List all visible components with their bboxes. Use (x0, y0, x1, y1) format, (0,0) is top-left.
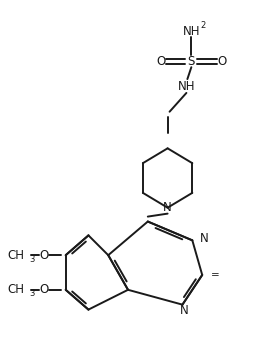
Text: O: O (156, 55, 165, 68)
Text: S: S (188, 55, 195, 68)
Text: N: N (180, 304, 189, 317)
Text: CH: CH (7, 249, 24, 262)
Text: N: N (200, 232, 209, 245)
Text: N: N (163, 201, 172, 214)
Text: CH: CH (7, 283, 24, 296)
Text: 3: 3 (29, 289, 35, 298)
Text: =: = (211, 270, 220, 280)
Text: NH: NH (183, 25, 200, 38)
Text: O: O (39, 249, 49, 262)
Text: NH: NH (178, 79, 195, 92)
Text: 3: 3 (29, 255, 35, 263)
Text: 2: 2 (200, 21, 206, 30)
Text: O: O (217, 55, 227, 68)
Text: O: O (39, 283, 49, 296)
